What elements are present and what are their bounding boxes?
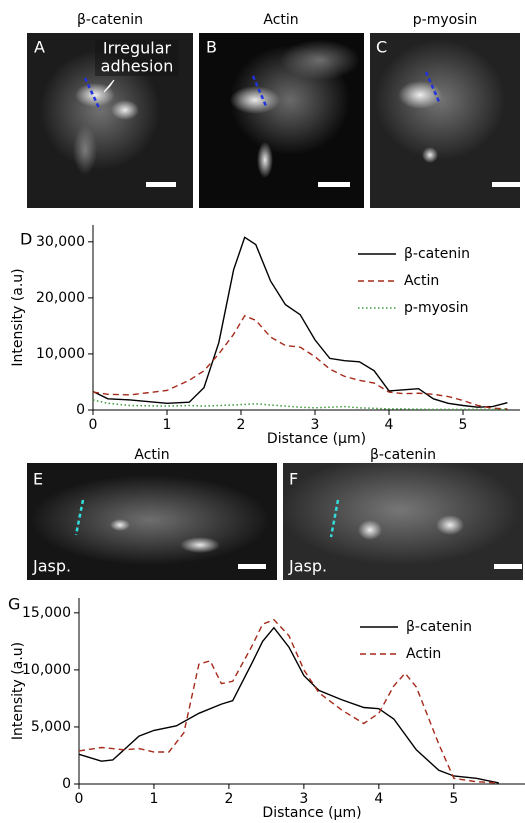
x-tick-label: 2 — [237, 417, 246, 433]
series-line — [92, 314, 508, 410]
legend-label: Actin — [404, 273, 439, 289]
x-tick-label: 1 — [163, 417, 172, 433]
x-tick-label: 0 — [89, 417, 98, 433]
legend-label: p-myosin — [404, 300, 468, 316]
y-tick-label: 10,000 — [36, 346, 85, 362]
annotation: Irregular — [103, 39, 172, 58]
panel-label: F — [289, 470, 298, 489]
panel-title: p-myosin — [413, 12, 477, 28]
x-axis-label: Distance (μm) — [262, 805, 361, 821]
y-tick-label: 0 — [62, 776, 71, 792]
x-axis-label: Distance (μm) — [267, 431, 366, 447]
y-axis-label: Intensity (a.u) — [10, 268, 26, 366]
panel-label: E — [33, 470, 43, 489]
panel-title: Actin — [134, 447, 169, 463]
annotation: adhesion — [101, 57, 174, 76]
x-tick-label: 3 — [311, 417, 320, 433]
series-line — [78, 618, 499, 784]
panel-label: G — [8, 595, 20, 614]
x-tick-label: 0 — [75, 791, 84, 807]
x-tick-label: 4 — [374, 791, 383, 807]
panel-title: β-catenin — [77, 12, 143, 28]
micrograph — [370, 33, 522, 208]
x-tick-label: 1 — [149, 791, 158, 807]
y-tick-label: 10,000 — [22, 662, 71, 678]
y-tick-label: 30,000 — [36, 234, 85, 250]
x-tick-label: 4 — [385, 417, 394, 433]
x-tick-label: 3 — [299, 791, 308, 807]
panel-title: Actin — [263, 12, 298, 28]
legend-label: β-catenin — [406, 619, 472, 635]
panel-label: B — [206, 38, 217, 57]
treatment-label: Jasp. — [288, 557, 327, 576]
series-line — [92, 236, 508, 408]
x-tick-label: 5 — [449, 791, 458, 807]
legend-label: β-catenin — [404, 246, 470, 262]
y-axis-label: Intensity (a.u) — [10, 642, 26, 740]
treatment-label: Jasp. — [32, 557, 71, 576]
panel-label: A — [34, 38, 45, 57]
series-line — [92, 399, 508, 411]
legend-label: Actin — [406, 646, 441, 662]
y-tick-label: 0 — [76, 402, 85, 418]
panel-label: C — [376, 38, 387, 57]
series-line — [78, 626, 499, 784]
y-tick-label: 20,000 — [36, 290, 85, 306]
micrograph — [27, 463, 277, 580]
x-tick-label: 5 — [459, 417, 468, 433]
micrograph — [280, 455, 523, 580]
y-tick-label: 5,000 — [31, 719, 71, 735]
panel-label: D — [20, 230, 32, 249]
y-tick-label: 15,000 — [22, 605, 71, 621]
micrograph — [199, 33, 364, 208]
x-tick-label: 2 — [224, 791, 233, 807]
